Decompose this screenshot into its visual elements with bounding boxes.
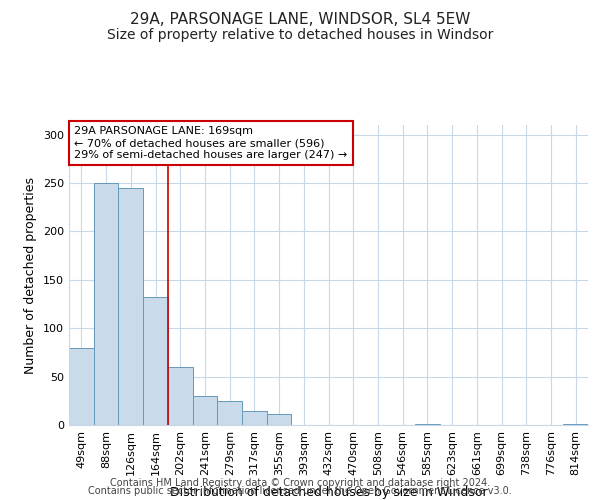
Y-axis label: Number of detached properties: Number of detached properties [25,176,37,374]
Bar [143,298,168,425]
Text: Contains public sector information licensed under the Open Government Licence v3: Contains public sector information licen… [88,486,512,496]
Bar [193,396,217,425]
Text: Size of property relative to detached houses in Windsor: Size of property relative to detached ho… [107,28,493,42]
Text: Contains HM Land Registry data © Crown copyright and database right 2024.: Contains HM Land Registry data © Crown c… [110,478,490,488]
Bar [94,183,118,425]
Text: 29A PARSONAGE LANE: 169sqm
← 70% of detached houses are smaller (596)
29% of sem: 29A PARSONAGE LANE: 169sqm ← 70% of deta… [74,126,347,160]
Text: 29A, PARSONAGE LANE, WINDSOR, SL4 5EW: 29A, PARSONAGE LANE, WINDSOR, SL4 5EW [130,12,470,28]
Bar [118,188,143,425]
Bar [217,401,242,425]
Bar [563,424,588,425]
Bar [267,414,292,425]
X-axis label: Distribution of detached houses by size in Windsor: Distribution of detached houses by size … [170,486,487,499]
Bar [415,424,440,425]
Bar [69,348,94,425]
Bar [242,412,267,425]
Bar [168,367,193,425]
